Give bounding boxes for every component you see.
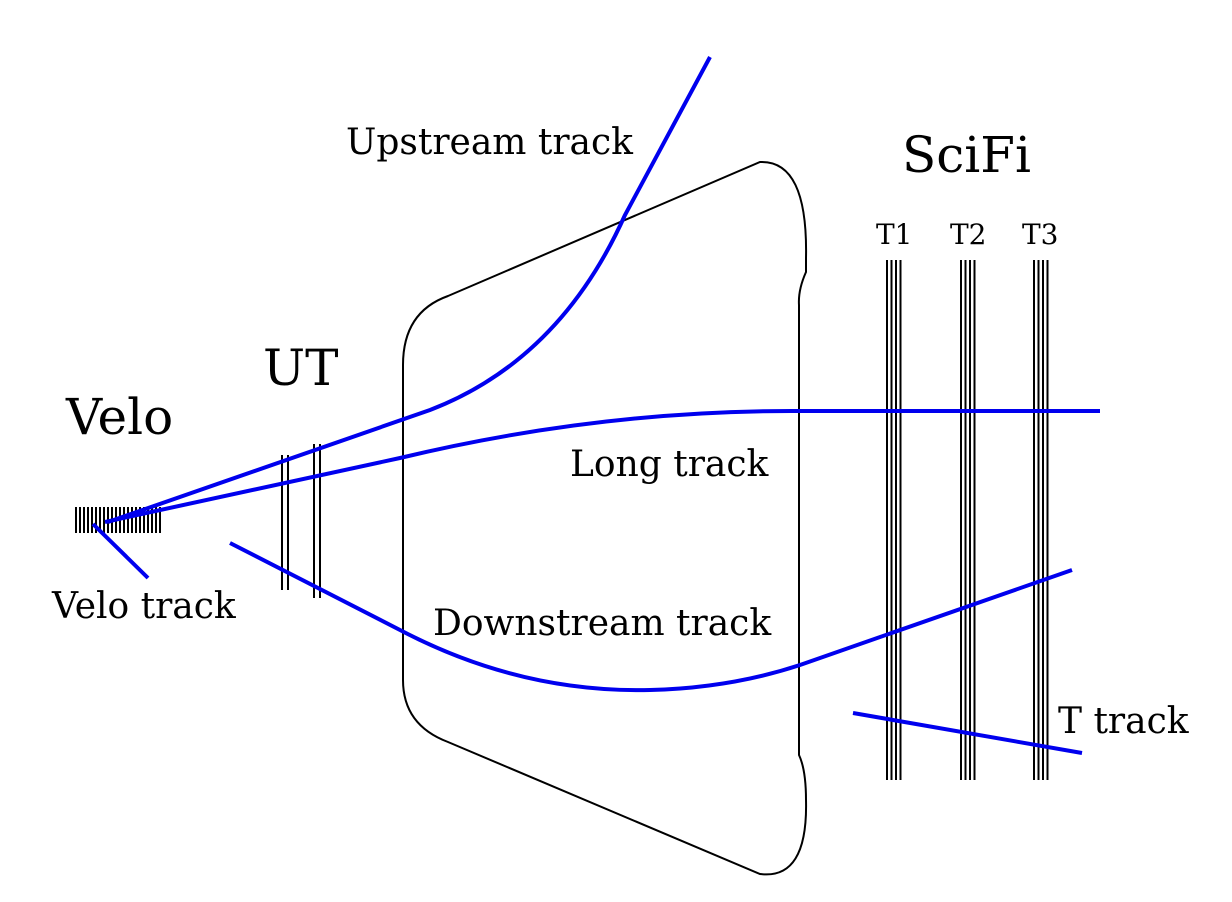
long-track-line xyxy=(104,408,1100,524)
velo-track-line xyxy=(91,522,150,580)
scifi-label: SciFi xyxy=(902,126,1031,184)
velo-detector xyxy=(75,507,161,533)
velo-label: Velo xyxy=(65,388,173,446)
t1-label: T1 xyxy=(876,218,913,251)
upstream-track-line xyxy=(107,56,712,524)
scifi-station-t3 xyxy=(1033,260,1049,780)
downstream-track-label: Downstream track xyxy=(433,603,772,644)
velo-track-label: Velo track xyxy=(51,586,237,627)
magnet-outline xyxy=(402,160,808,876)
long-track-label: Long track xyxy=(570,444,770,485)
t3-label: T3 xyxy=(1022,218,1059,251)
t2-label: T2 xyxy=(950,218,987,251)
ut-detector xyxy=(281,444,321,598)
upstream-track-label: Upstream track xyxy=(346,122,634,163)
scifi-station-t2 xyxy=(960,260,976,780)
t-track-label: T track xyxy=(1058,701,1190,742)
t-track-line xyxy=(852,711,1083,755)
downstream-track-line xyxy=(229,541,1073,693)
scifi-station-t1 xyxy=(886,260,902,780)
ut-label: UT xyxy=(263,339,339,397)
